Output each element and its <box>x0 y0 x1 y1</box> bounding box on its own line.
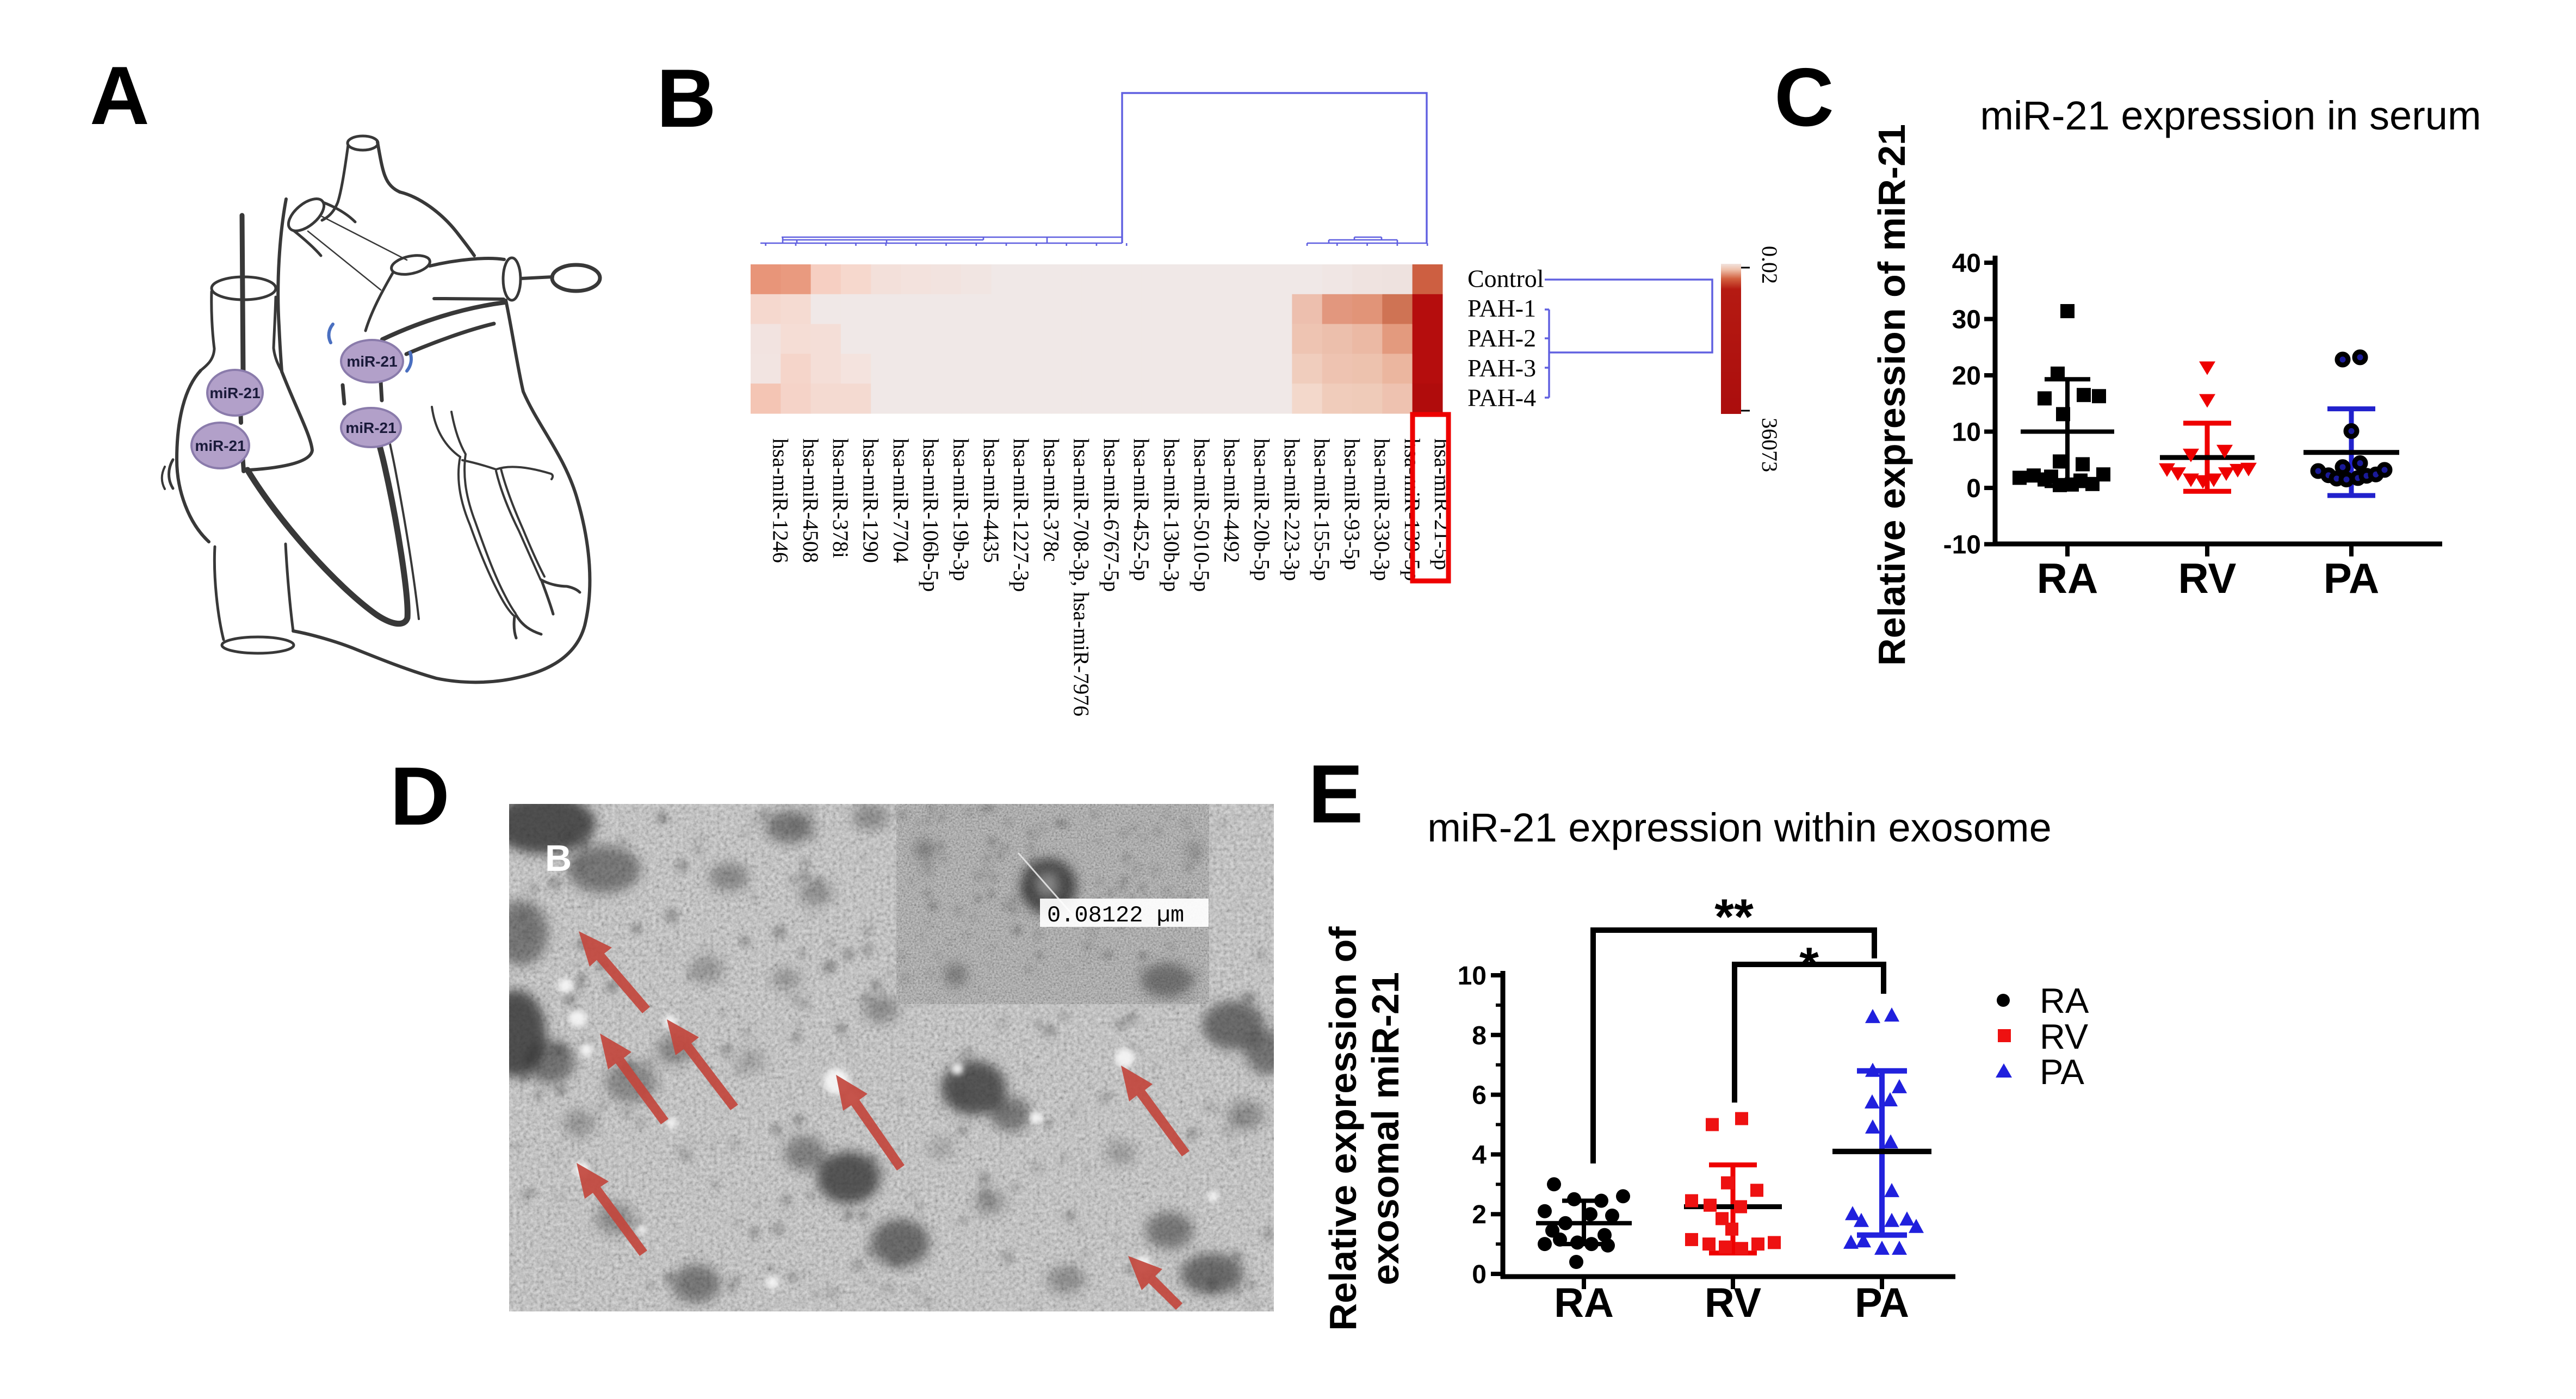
svg-text:PAH-1: PAH-1 <box>1467 294 1536 322</box>
svg-text:hsa-miR-452-5p: hsa-miR-452-5p <box>1129 438 1154 581</box>
svg-text:hsa-miR-6767-5p: hsa-miR-6767-5p <box>1099 438 1124 592</box>
svg-text:RA: RA <box>2037 554 2098 602</box>
svg-text:hsa-miR-378c: hsa-miR-378c <box>1039 438 1063 562</box>
svg-text:hsa-miR-155-5p: hsa-miR-155-5p <box>1310 438 1334 581</box>
svg-text:36073: 36073 <box>1757 418 1782 472</box>
svg-text:E: E <box>1308 748 1363 840</box>
svg-text:exosomal miR-21: exosomal miR-21 <box>1364 972 1407 1285</box>
svg-text:8: 8 <box>1472 1022 1487 1050</box>
svg-text:hsa-miR-708-3p, hsa-miR-7976: hsa-miR-708-3p, hsa-miR-7976 <box>1069 438 1094 716</box>
svg-text:C: C <box>1774 51 1834 144</box>
svg-text:Control: Control <box>1467 264 1544 292</box>
svg-text:hsa-miR-93-5p: hsa-miR-93-5p <box>1340 438 1364 570</box>
svg-text:2: 2 <box>1472 1200 1487 1229</box>
svg-text:30: 30 <box>1952 306 1981 335</box>
svg-text:Relative expression of miR-21: Relative expression of miR-21 <box>1871 124 1913 666</box>
svg-text:B: B <box>657 52 716 145</box>
svg-text:PA: PA <box>2040 1052 2085 1092</box>
svg-text:RA: RA <box>2040 981 2089 1020</box>
svg-text:hsa-miR-330-3p: hsa-miR-330-3p <box>1370 438 1395 581</box>
svg-text:*: * <box>1799 938 1819 993</box>
svg-text:miR-21: miR-21 <box>346 353 397 370</box>
svg-text:hsa-miR-1290: hsa-miR-1290 <box>859 438 883 563</box>
svg-text:RA: RA <box>1554 1280 1614 1326</box>
svg-text:hsa-miR-106b-5p: hsa-miR-106b-5p <box>919 438 943 592</box>
svg-text:PAH-4: PAH-4 <box>1467 384 1536 412</box>
svg-text:RV: RV <box>2178 554 2237 602</box>
svg-text:hsa-miR-19b-3p: hsa-miR-19b-3p <box>949 438 974 581</box>
svg-text:miR-21: miR-21 <box>209 385 260 401</box>
svg-text:10: 10 <box>1458 962 1487 991</box>
svg-text:hsa-miR-4492: hsa-miR-4492 <box>1219 438 1244 563</box>
svg-text:-10: -10 <box>1943 531 1981 560</box>
svg-text:PAH-2: PAH-2 <box>1467 324 1536 352</box>
svg-text:A: A <box>90 49 150 142</box>
svg-text:hsa-miR-20b-5p: hsa-miR-20b-5p <box>1249 438 1274 581</box>
svg-text:hsa-miR-378i: hsa-miR-378i <box>828 438 853 558</box>
svg-text:hsa-miR-4435: hsa-miR-4435 <box>979 438 1004 563</box>
svg-text:0: 0 <box>1472 1260 1487 1289</box>
svg-text:PA: PA <box>2324 554 2380 602</box>
svg-text:miR-21: miR-21 <box>345 419 396 436</box>
svg-text:Relative expression of: Relative expression of <box>1322 926 1364 1331</box>
svg-text:hsa-miR-223-3p: hsa-miR-223-3p <box>1280 438 1304 581</box>
svg-text:40: 40 <box>1952 249 1981 278</box>
svg-text:hsa-miR-7704: hsa-miR-7704 <box>889 438 913 563</box>
svg-text:miR-21: miR-21 <box>195 437 245 454</box>
svg-text:0.08122 µm: 0.08122 µm <box>1047 902 1184 928</box>
svg-text:10: 10 <box>1952 418 1981 447</box>
svg-text:0.02: 0.02 <box>1757 246 1782 284</box>
svg-text:D: D <box>390 750 450 843</box>
svg-text:hsa-miR-1246: hsa-miR-1246 <box>769 438 793 563</box>
svg-text:hsa-miR-4508: hsa-miR-4508 <box>798 438 823 563</box>
svg-text:20: 20 <box>1952 362 1981 391</box>
svg-text:hsa-miR-1227-3p: hsa-miR-1227-3p <box>1009 438 1033 592</box>
svg-text:hsa-miR-5010-5p: hsa-miR-5010-5p <box>1190 438 1214 592</box>
svg-text:B: B <box>545 838 572 879</box>
svg-text:**: ** <box>1714 889 1754 945</box>
svg-text:6: 6 <box>1472 1081 1487 1110</box>
svg-text:PA: PA <box>1855 1280 1909 1326</box>
svg-text:0: 0 <box>1966 474 1981 503</box>
svg-text:miR-21 expression in serum: miR-21 expression in serum <box>1980 93 2481 138</box>
svg-text:miR-21 expression within exoso: miR-21 expression within exosome <box>1427 805 2051 850</box>
svg-text:RV: RV <box>1705 1280 1762 1326</box>
svg-text:4: 4 <box>1472 1141 1487 1169</box>
svg-text:PAH-3: PAH-3 <box>1467 354 1536 382</box>
svg-text:RV: RV <box>2040 1017 2089 1056</box>
svg-text:hsa-miR-130b-3p: hsa-miR-130b-3p <box>1160 438 1184 592</box>
